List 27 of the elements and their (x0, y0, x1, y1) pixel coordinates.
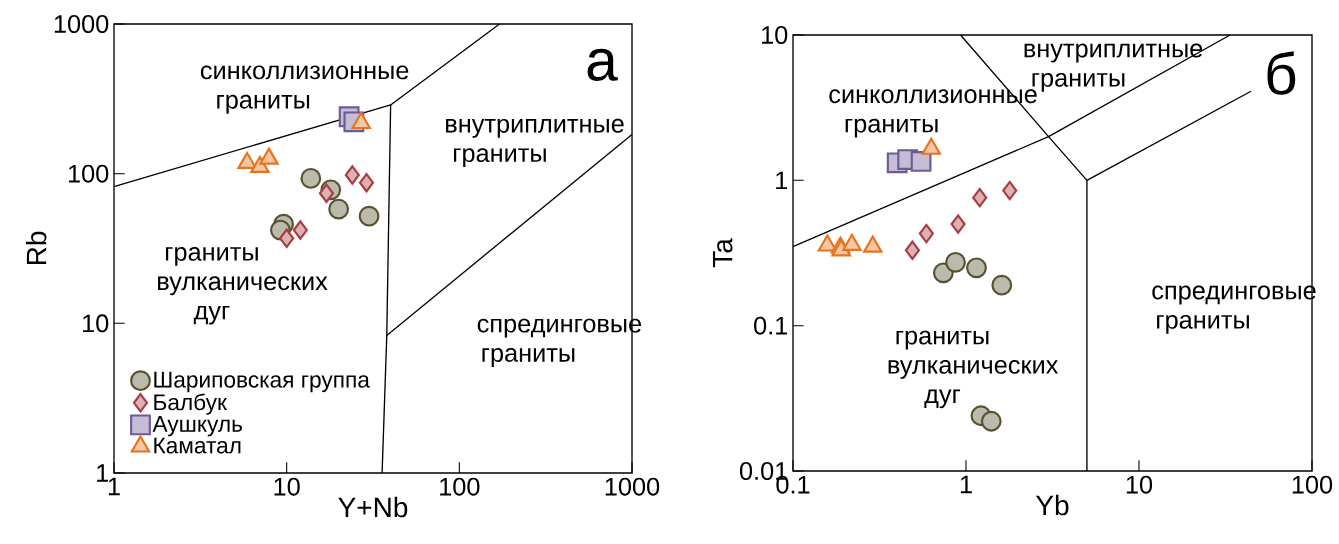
y-tick-label: 1000 (54, 15, 109, 33)
y-tick-label: 100 (68, 164, 109, 183)
x-tick-label: 10 (274, 477, 300, 496)
x-tick-label: 1000 (605, 477, 660, 496)
legend-label: Каматал (154, 437, 241, 454)
x-tick-label: 100 (440, 477, 480, 496)
y-tick-label: 1 (97, 464, 109, 482)
y-tick-label: 10 (83, 314, 109, 333)
x-axis-title: Yb (1035, 494, 1069, 516)
y-axis-title: Rb (25, 231, 47, 265)
legend-label: Аушкуль (152, 416, 242, 437)
y-tick-label: 0.1 (754, 316, 788, 335)
legend-label: Балбук (154, 393, 228, 415)
y-tick-label: 1 (776, 171, 788, 190)
annotation: а (587, 48, 618, 81)
annotation: б (1267, 51, 1296, 95)
annotation: синколлизионные граниты (200, 65, 409, 114)
x-tick-label: 10 (1126, 475, 1153, 494)
annotation: граниты вулканических дуг (888, 330, 1059, 409)
x-axis-title: Y+Nb (338, 496, 408, 518)
x-tick-label: 1 (960, 475, 972, 494)
y-axis-title: Ta (712, 238, 733, 268)
legend-label: Шариповская группа (154, 371, 370, 393)
x-tick-label: 100 (1292, 475, 1333, 494)
annotation: граниты вулканических дуг (158, 246, 328, 325)
y-tick-label: 10 (762, 26, 788, 44)
annotation: внутриплитные граниты (446, 118, 624, 168)
